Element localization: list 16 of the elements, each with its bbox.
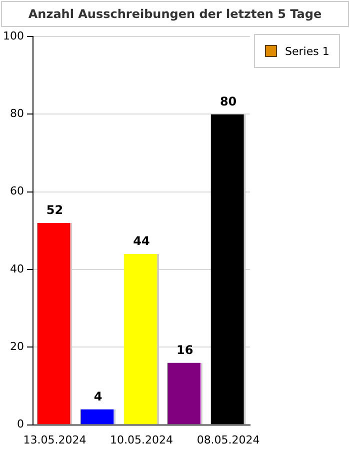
y-tick-label: 80 xyxy=(10,107,24,120)
y-tick-label: 20 xyxy=(10,340,24,354)
x-tick-label: 08.05.2024 xyxy=(196,433,260,446)
y-tick-label: 60 xyxy=(10,184,24,198)
x-tick-label: 13.05.2024 xyxy=(23,433,86,446)
data-label: 4 xyxy=(94,389,102,404)
x-tick-label: 10.05.2024 xyxy=(110,433,173,446)
data-label: 16 xyxy=(176,342,194,357)
data-label: 52 xyxy=(46,203,64,218)
y-tick-label: 40 xyxy=(10,262,24,276)
y-tick-label: 0 xyxy=(16,418,24,431)
data-label: 44 xyxy=(133,234,150,248)
text: Series 1 xyxy=(285,44,330,58)
data-label: 80 xyxy=(220,94,237,108)
chart-title: Anzahl Ausschreibungen der letzten 5 Tage xyxy=(1,1,349,27)
y-tick-label: 100 xyxy=(2,29,24,42)
